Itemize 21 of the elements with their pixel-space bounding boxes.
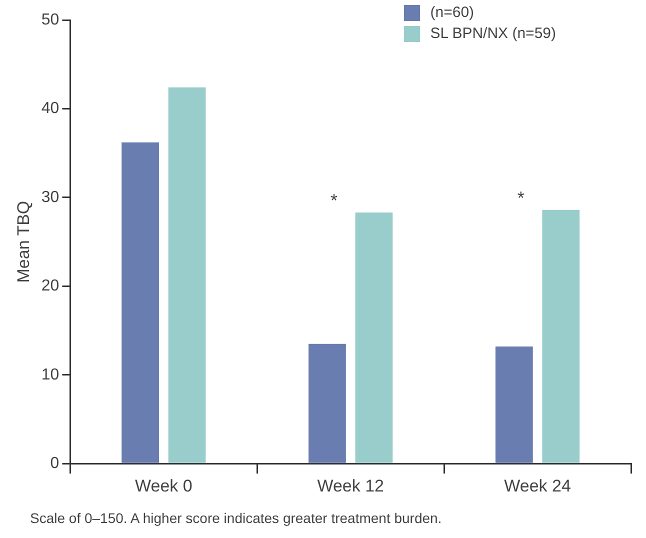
y-tick-label: 10: [41, 366, 60, 384]
text: Scale of 0–150. A higher score indicates greater treatment burden.: [30, 510, 442, 526]
bar: [495, 346, 533, 463]
y-tick-label: 20: [41, 278, 60, 295]
y-tick-label: 30: [41, 188, 60, 206]
y-tick-label: 50: [41, 11, 60, 28]
legend-label: SL BPN/NX (n=59): [430, 25, 556, 42]
x-tick-label: Week 24: [504, 476, 571, 496]
bar: [122, 142, 159, 463]
y-tick-label: 0: [50, 455, 60, 472]
annotation: *: [330, 190, 338, 210]
legend-label: (n=60): [430, 4, 474, 21]
bar: [168, 87, 206, 463]
annotation: *: [517, 188, 524, 208]
bar: [542, 210, 580, 463]
y-axis-title: Mean TBQ: [14, 200, 33, 283]
bar: [308, 344, 346, 463]
x-tick-label: Week 0: [135, 476, 192, 496]
bar: [355, 212, 393, 463]
x-tick-label: Week 12: [317, 476, 384, 496]
y-tick-label: 40: [41, 100, 60, 118]
